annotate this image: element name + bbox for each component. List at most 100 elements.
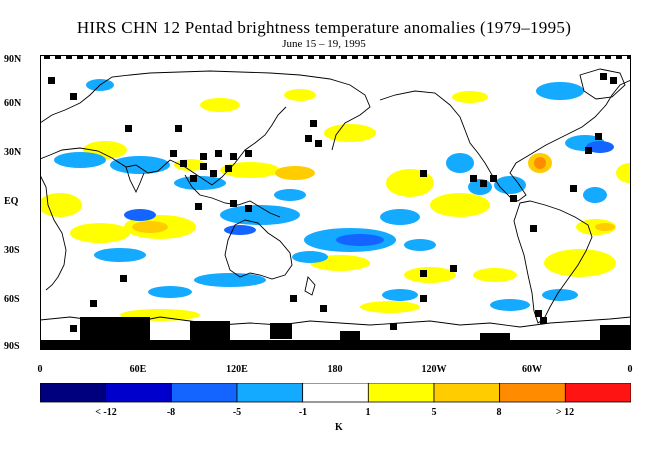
missing-data-cell (132, 55, 138, 59)
missing-data-cell (530, 225, 537, 232)
missing-data-cell (125, 125, 132, 132)
missing-data-cell (420, 295, 427, 302)
missing-data-cell (420, 270, 427, 277)
lat-label-60s: 60S (4, 294, 20, 305)
map-title: HIRS CHN 12 Pentad brightness temperatur… (76, 18, 572, 37)
missing-data-cell (535, 310, 542, 317)
missing-data-cell (270, 323, 292, 339)
missing-data-cell (242, 55, 248, 59)
anomaly-patch (490, 299, 530, 311)
coast-australia (224, 219, 293, 280)
anomaly-patch (360, 301, 420, 313)
missing-data-cell (310, 120, 317, 127)
colorbar-label-0: < -12 (95, 407, 117, 418)
missing-data-cell (473, 55, 479, 59)
anomaly-patch (336, 234, 384, 246)
missing-data-cell (330, 55, 336, 59)
missing-data-cell (170, 150, 177, 157)
missing-data-cell (264, 55, 270, 59)
missing-data-cell (215, 150, 222, 157)
anomaly-patch (380, 209, 420, 225)
missing-data-cell (230, 200, 237, 207)
missing-data-cell (77, 55, 83, 59)
anomaly-patch (274, 189, 306, 201)
colorbar-unit: K (335, 422, 343, 433)
anomaly-patch (40, 193, 82, 217)
missing-data-cell (165, 55, 171, 59)
missing-data-cell (594, 55, 600, 59)
missing-data-cell (99, 55, 105, 59)
missing-data-cell (480, 333, 510, 341)
anomaly-patch (292, 251, 328, 263)
missing-data-cell (495, 55, 501, 59)
anomaly-patch (94, 248, 146, 262)
missing-data-cell (570, 185, 577, 192)
missing-data-cell (470, 175, 477, 182)
colorbar-swatch (433, 383, 501, 403)
missing-data-cell (286, 55, 292, 59)
anomaly-patch (70, 223, 130, 243)
colorbar-label-3: -1 (298, 407, 308, 418)
missing-data-cell (220, 55, 226, 59)
missing-data-cell (319, 55, 325, 59)
missing-data-cell (121, 55, 127, 59)
missing-data-cell (418, 55, 424, 59)
missing-data-cell (450, 265, 457, 272)
anomaly-patch (124, 209, 156, 221)
colorbar-swatch (236, 383, 304, 403)
missing-data-cell (390, 323, 397, 330)
missing-data-cell (198, 55, 204, 59)
missing-data-cell (595, 133, 602, 140)
missing-data-cell (200, 163, 207, 170)
coast-antarctica (40, 316, 631, 328)
missing-data-cell (627, 55, 631, 59)
anomaly-patch (404, 239, 436, 251)
coast-south-america (513, 200, 593, 324)
missing-data-cell (407, 55, 413, 59)
anomaly-patch (200, 98, 240, 112)
lat-label-30s: 30S (4, 245, 20, 256)
colorbar-label-2: -5 (232, 407, 242, 418)
anomaly-patch (404, 267, 456, 283)
colorbar-swatch (499, 383, 566, 403)
anomaly-patch (616, 163, 631, 183)
missing-data-cell (341, 55, 347, 59)
lon-label-180: 180 (327, 364, 343, 375)
anomaly-patch (324, 124, 376, 142)
colorbar-label-6: 8 (496, 407, 502, 418)
missing-data-cell (605, 55, 611, 59)
lat-label-90n: 90N (4, 54, 22, 65)
lon-label-60e: 60E (129, 364, 147, 375)
missing-data-cell (40, 340, 631, 350)
missing-data-cell (88, 55, 94, 59)
coast-north-america (379, 79, 631, 202)
lon-label-120e: 120E (226, 364, 248, 375)
anomaly-patch (430, 193, 490, 217)
missing-data-cell (44, 55, 50, 59)
missing-data-cell (517, 55, 523, 59)
missing-data-cell (180, 160, 187, 167)
missing-data-cell (245, 150, 252, 157)
anomaly-map (40, 55, 631, 350)
lon-label-60w: 60W (522, 364, 542, 375)
anomaly-patch (54, 152, 106, 168)
missing-data-cell (187, 55, 193, 59)
anomaly-patch (536, 82, 584, 100)
missing-data-cell (385, 55, 391, 59)
colorbar-swatch (170, 383, 238, 403)
missing-data-cell (340, 331, 360, 341)
coast-africa (40, 174, 67, 291)
missing-data-cell (176, 55, 182, 59)
anomaly-patch (132, 221, 168, 233)
coast-sea-asia (184, 174, 281, 218)
missing-data-cell (80, 317, 150, 341)
coast-asia-south (40, 106, 287, 186)
missing-data-cell (572, 55, 578, 59)
missing-data-cell (600, 73, 607, 80)
missing-data-cell (70, 325, 77, 332)
missing-data-cell (110, 55, 116, 59)
coast-india (125, 166, 145, 194)
lon-label-120w: 120W (421, 364, 447, 375)
anomaly-patch (275, 166, 315, 180)
missing-data-cell (190, 321, 230, 341)
